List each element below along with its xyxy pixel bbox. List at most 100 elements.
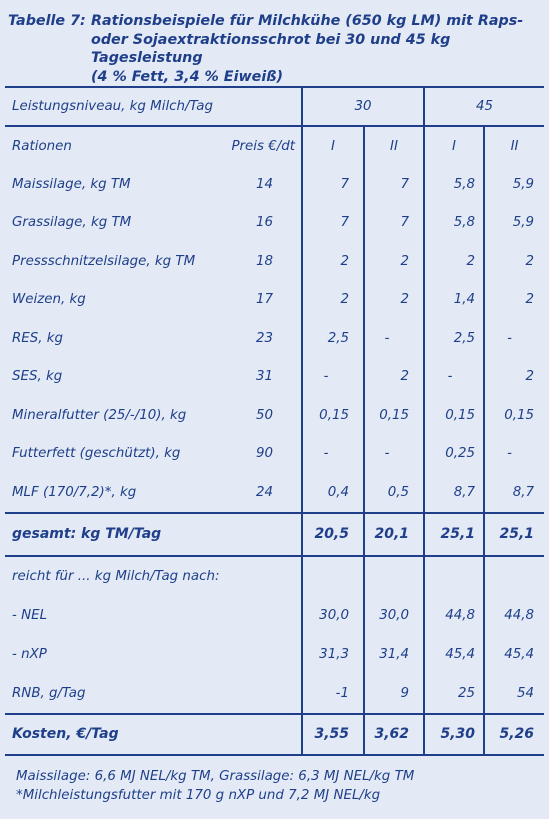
total-value: 25,1: [423, 511, 485, 557]
feed-value: -: [483, 434, 545, 473]
feed-value: 8,7: [423, 473, 485, 513]
feed-cell: RES, kg 23: [5, 319, 302, 358]
footnote: Maissilage: 6,6 MJ NEL/kg TM, Grassilage…: [16, 769, 415, 784]
feed-row: Grassilage, kg TM 16 7 7 5,8 5,9: [5, 203, 545, 243]
table-caption: Tabelle 7: Rationsbeispiele für Milchküh…: [8, 12, 544, 86]
supply-value: 45,4: [423, 634, 485, 674]
feed-row: Maissilage, kg TM 14 7 7 5,8 5,9: [5, 165, 545, 204]
feed-cell: SES, kg 31: [5, 358, 302, 397]
feed-cell: Grassilage, kg TM 16: [5, 204, 302, 243]
level-30: 30: [300, 86, 425, 127]
feed-value: -: [362, 319, 425, 358]
table-title-line: Rationsbeispiele für Milchkühe (650 kg L…: [91, 13, 524, 29]
feed-value: 5,9: [483, 165, 545, 204]
total-value: 20,5: [301, 511, 364, 557]
supply-value: 9: [362, 673, 425, 714]
supply-value: 45,4: [483, 634, 545, 674]
supply-value: -1: [301, 673, 364, 714]
feed-value: 5,8: [423, 203, 485, 242]
feed-value: 2: [483, 357, 545, 396]
suffices-label: reicht für ... kg Milch/Tag nach:: [12, 568, 220, 584]
feed-value: 2: [301, 280, 364, 319]
feed-row: Weizen, kg 17 2 2 1,4 2: [5, 280, 545, 320]
feed-value: 2: [301, 242, 364, 281]
total-row: gesamt: kg TM/Tag 20,5 20,1 25,1 25,1: [5, 511, 545, 557]
supply-name: - NEL: [12, 607, 48, 623]
ration-id: I: [301, 126, 364, 165]
supply-name: RNB, g/Tag: [12, 685, 86, 701]
feed-cell: MLF (170/7,2)*, kg 24: [5, 473, 302, 513]
feed-price: 23: [255, 330, 273, 346]
supply-value: 25: [423, 673, 485, 714]
feed-cell: Maissilage, kg TM 14: [5, 165, 302, 204]
level-45: 45: [423, 86, 545, 127]
feed-row: Mineralfutter (25/-/10), kg 50 0,15 0,15 0,1…: [5, 396, 545, 435]
costs-value: 3,55: [301, 712, 364, 756]
table-number: Tabelle 7:: [8, 13, 86, 29]
footnotes: Maissilage: 6,6 MJ NEL/kg TM, Grassilage…: [16, 767, 414, 805]
footnote: *Milchleistungsfutter mit 170 g nXP und …: [16, 788, 381, 803]
feed-name: MLF (170/7,2)*, kg: [12, 484, 137, 500]
feed-row: RES, kg 23 2,5-2,5-: [5, 319, 545, 358]
feed-price: 18: [255, 253, 273, 269]
costs-value: 5,30: [423, 712, 485, 756]
ration-id: II: [483, 126, 545, 165]
feed-value: -: [483, 319, 545, 358]
supply-rows: - NEL 30,0 30,0 44,8 44,8- nXP 31,3 31,4 45,4 45…: [5, 595, 545, 714]
rations-header-cell: Rationen Preis €/dt: [5, 126, 302, 165]
feed-value: 8,7: [483, 473, 545, 513]
feed-price: 50: [255, 407, 273, 423]
feed-value: 2: [483, 242, 545, 281]
costs-value: 5,26: [483, 712, 545, 756]
supply-value: 54: [483, 673, 545, 714]
feed-value: -: [301, 434, 364, 473]
feed-value: 0,5: [362, 473, 425, 513]
feed-name: Pressschnitzelsilage, kg TM: [12, 253, 196, 269]
feed-value: 1,4: [423, 280, 485, 319]
table-title-line: oder Sojaextraktionsschrot bei 30 und 45…: [91, 31, 451, 67]
feed-value: 2,5: [423, 319, 485, 358]
feed-value: 2: [362, 242, 425, 281]
level-header-row: Leistungsniveau, kg Milch/Tag 30 45: [5, 86, 545, 127]
ration-id: II: [362, 126, 425, 165]
feed-price: 16: [255, 215, 273, 231]
supply-value: 44,8: [423, 595, 485, 635]
feed-value: 0,4: [301, 473, 364, 513]
feed-name: Weizen, kg: [12, 292, 86, 308]
total-value: 20,1: [362, 511, 425, 557]
supply-row: - NEL 30,0 30,0 44,8 44,8: [5, 595, 545, 635]
feed-name: Mineralfutter (25/-/10), kg: [12, 407, 187, 423]
table-title-line: (4 % Fett, 3,4 % Eiweiß): [91, 68, 284, 85]
feed-name: Maissilage, kg TM: [12, 176, 131, 192]
supply-value: 30,0: [301, 595, 364, 635]
feed-cell: Weizen, kg 17: [5, 281, 302, 320]
feed-value: 2: [362, 357, 425, 396]
feed-value: 0,25: [423, 434, 485, 473]
feed-rows: Maissilage, kg TM 14 7 7 5,8 5,9 Grassilage, k…: [5, 165, 545, 513]
feed-value: -: [362, 434, 425, 473]
feed-value: 7: [301, 203, 364, 242]
ration-id: I: [423, 126, 485, 165]
feed-price: 17: [255, 292, 273, 308]
feed-name: SES, kg: [12, 369, 63, 385]
costs-value: 3,62: [362, 712, 425, 756]
feed-value: 0,15: [301, 396, 364, 435]
feed-name: RES, kg: [12, 330, 64, 346]
supply-row: - nXP 31,3 31,4 45,4 45,4: [5, 634, 545, 674]
supply-row: RNB, g/Tag -1 9 25 54: [5, 673, 545, 714]
feed-price: 31: [255, 369, 273, 385]
feed-value: 7: [301, 165, 364, 204]
supply-value: 44,8: [483, 595, 545, 635]
feed-value: 2: [483, 280, 545, 319]
supply-value: 30,0: [362, 595, 425, 635]
feed-value: 2: [423, 242, 485, 281]
feed-value: 7: [362, 165, 425, 204]
costs-row: Kosten, €/Tag 3,55 3,62 5,30 5,26: [5, 712, 545, 756]
feed-row: Futterfett (geschützt), kg 90- -0,25-: [5, 434, 545, 473]
feed-cell: Mineralfutter (25/-/10), kg 50: [5, 396, 302, 435]
rations-label: Rationen: [12, 138, 72, 154]
feed-value: 0,15: [483, 396, 545, 435]
feed-value: 2,5: [301, 319, 364, 358]
feed-value: 5,9: [483, 203, 545, 242]
